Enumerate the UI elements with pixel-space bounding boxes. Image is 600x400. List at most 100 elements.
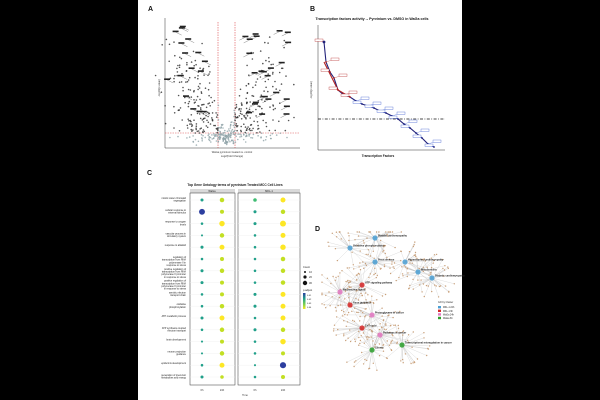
volcano-point [230,139,233,142]
volcano-point [235,106,238,108]
network-gene-node [382,246,385,248]
network-gene-node [357,289,359,291]
volcano-label-leader [281,32,288,37]
volcano-point [169,136,171,139]
network-gene-node [349,340,352,343]
network-gene-node [410,259,412,261]
volcano-point [248,74,250,76]
volcano-point [189,89,192,91]
volcano-point [186,61,188,64]
legend-count-10: 10 [309,270,312,274]
network-gene-node [358,231,360,233]
network-gene-node [354,340,356,343]
volcano-point [285,75,287,77]
network-gene-node [433,259,435,262]
network-gene-node [369,273,371,275]
network-gene-node [368,367,371,369]
network-gene-node [325,294,327,297]
tf-label-box [338,73,348,77]
network-edge [327,278,341,293]
tf-label-box [314,38,324,42]
network-legend-swatch [438,316,441,320]
network-gene-node [401,358,404,361]
network-gene-node [332,330,335,332]
volcano-point [178,81,181,84]
volcano-gene-label [201,60,208,63]
network-hub-label: Platelet cardiomyopathy [378,235,408,238]
volcano-label-leader [204,61,211,66]
network-gene-node [386,256,388,259]
network-gene-node [348,235,350,237]
network-gene-node [351,310,353,312]
go-xtick-mkl1-6h: 6h [254,388,257,392]
tf-point [409,127,411,129]
volcano-point [226,135,228,138]
network-gene-node [359,269,362,271]
volcano-point [235,135,237,138]
volcano-point [211,112,214,114]
volcano-point [240,125,242,128]
network-gene-node [359,342,361,345]
volcano-point [233,133,236,136]
network-gene-node [376,299,378,301]
network-gene-node [363,267,365,269]
network-edge [361,284,386,295]
network-edge [349,247,375,259]
network-gene-node [416,257,418,260]
network-edge [401,337,425,346]
network-edge [348,284,363,298]
network-gene-node [414,254,416,256]
volcano-point [194,132,196,134]
go-dot [253,234,257,237]
volcano-point [293,83,295,86]
network-gene-node [343,333,345,335]
go-dot [253,304,257,308]
network-gene-node [421,291,423,293]
volcano-point [271,132,274,135]
network-gene-node [343,320,345,322]
network-edge [413,277,433,290]
volcano-point [232,140,235,143]
go-dot [200,269,204,273]
network-edge [342,315,363,329]
volcano-point [249,124,252,126]
volcano-point [240,102,243,104]
volcano-point [197,85,200,88]
volcano-x-title-2: Log2(Fold Change) [221,154,243,158]
volcano-point [245,132,248,135]
network-edge [346,326,363,329]
network-gene-node [364,288,366,290]
volcano-point [208,133,210,135]
volcano-point [249,101,251,103]
volcano-label-leader [256,114,263,118]
go-dot [280,244,286,250]
volcano-point [239,136,241,138]
network-edge [325,295,351,306]
volcano-point [232,142,235,144]
go-dot [253,352,257,355]
volcano-label-leader [270,93,277,97]
volcano-point [268,129,271,132]
tf-label-box [412,134,422,138]
go-dot [219,268,225,274]
network-gene-node [421,258,423,261]
network-gene-node [331,232,333,234]
network-gene-node [354,239,356,241]
network-edge [339,291,363,296]
network-gene-node [425,284,428,287]
network-gene-node [378,355,381,357]
network-hub-node [369,347,375,353]
volcano-gene-label [252,103,258,105]
volcano-point [235,117,237,119]
network-edge [379,334,392,351]
network-gene-node [359,262,361,264]
volcano-point [179,107,182,109]
network-gene-node [340,304,342,306]
network-gene-node [397,324,399,327]
network-gene-node [362,332,365,334]
network-gene-node [367,249,370,251]
network-gene-node [356,231,358,233]
legend-padj-3: 0.04 [307,307,312,309]
volcano-point [239,88,242,91]
volcano-point [244,141,247,143]
